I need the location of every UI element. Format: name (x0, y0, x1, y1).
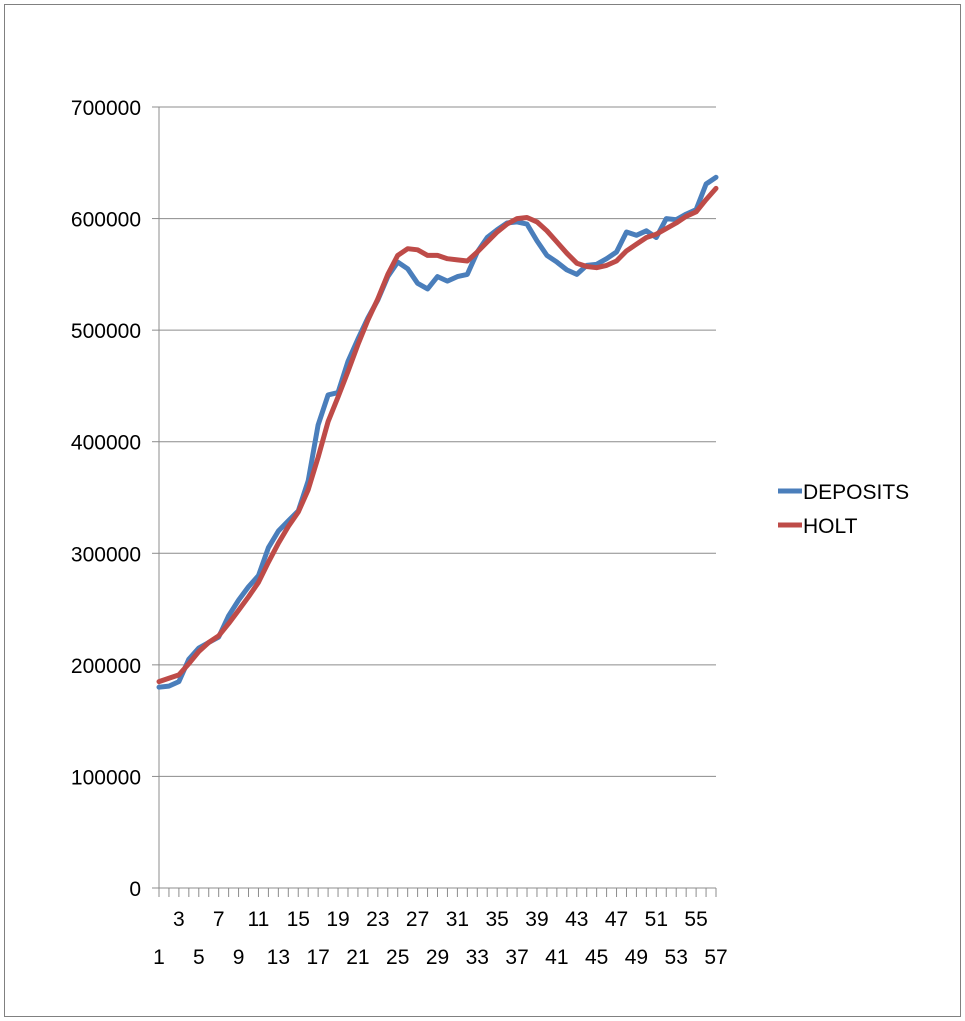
x-tick-label: 41 (545, 946, 568, 969)
x-tick-label: 31 (446, 908, 469, 931)
legend-label: HOLT (803, 515, 858, 538)
x-tick-label: 27 (406, 908, 429, 931)
x-tick-label: 21 (346, 946, 369, 969)
x-tick-label: 1 (153, 946, 165, 969)
y-tick-label: 100000 (71, 766, 141, 789)
x-tick-label: 11 (248, 908, 270, 931)
plot-series (156, 174, 719, 690)
x-tick-label: 39 (525, 908, 548, 931)
legend-label: DEPOSITS (803, 481, 909, 504)
x-tick-label: 45 (585, 946, 608, 969)
x-tick-label: 53 (665, 946, 688, 969)
x-tick-label: 19 (326, 908, 349, 931)
x-tick-label: 37 (505, 946, 528, 969)
y-tick-label: 400000 (71, 432, 141, 455)
x-tick-label: 49 (625, 946, 648, 969)
series-line-holt (156, 185, 719, 685)
axes (152, 106, 717, 897)
x-tick-label: 17 (306, 946, 329, 969)
x-tick-label: 35 (485, 908, 508, 931)
x-tick-label: 9 (233, 946, 245, 969)
x-tick-label: 43 (565, 908, 588, 931)
y-tick-label: 0 (129, 878, 141, 901)
y-tick-label: 200000 (71, 655, 141, 678)
x-tick-label: 13 (267, 946, 290, 969)
x-tick-label: 29 (426, 946, 449, 969)
x-tick-label: 55 (684, 908, 707, 931)
y-tick-label: 500000 (71, 320, 141, 343)
x-tick-label: 51 (645, 908, 668, 931)
y-tick-label: 300000 (71, 543, 141, 566)
x-tick-label: 7 (213, 908, 225, 931)
x-tick-label: 15 (287, 908, 310, 931)
series-line-deposits (156, 174, 719, 690)
gridlines (159, 106, 716, 777)
chart-border (4, 4, 961, 1017)
x-tick-label: 3 (173, 908, 185, 931)
x-axis-tick-labels: 3 7 11 15 19 23 27 31 35 39 43 47 51 551 5 9 13 17 21 25 29 3… (153, 908, 728, 969)
x-tick-label: 5 (193, 946, 205, 969)
y-axis-tick-labels: 0 100000 200000 300000 400000 500000 600000 700… (71, 97, 141, 901)
y-tick-label: 600000 (71, 209, 141, 232)
x-tick-label: 57 (704, 946, 727, 969)
y-tick-label: 700000 (71, 97, 141, 120)
x-tick-label: 47 (605, 908, 628, 931)
x-tick-label: 23 (366, 908, 389, 931)
x-tick-label: 33 (466, 946, 489, 969)
legend: DEPOSITS HOLT (778, 481, 909, 538)
x-tick-label: 25 (386, 946, 409, 969)
